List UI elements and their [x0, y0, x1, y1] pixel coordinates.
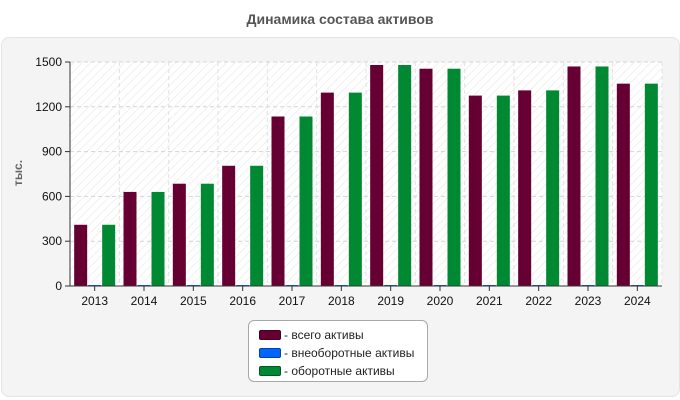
- legend-item: - внеоборотные активы: [259, 344, 427, 362]
- chart-title: Динамика состава активов: [246, 11, 434, 27]
- x-tick-label: 2019: [377, 294, 404, 308]
- legend-label: - внеоборотные активы: [284, 346, 415, 360]
- y-tick-label: 0: [55, 279, 62, 293]
- bar: [172, 183, 186, 286]
- legend-item: - всего активы: [259, 326, 427, 344]
- y-tick-label: 300: [42, 234, 62, 248]
- legend-label: - оборотные активы: [284, 364, 395, 378]
- legend-label: - всего активы: [284, 328, 364, 342]
- bar: [644, 83, 658, 286]
- bar: [102, 224, 116, 286]
- x-tick-label: 2013: [81, 294, 108, 308]
- y-axis-label: тыс.: [11, 160, 25, 186]
- legend-swatch: [259, 348, 281, 358]
- bar: [546, 90, 560, 286]
- bar: [370, 64, 384, 286]
- bar: [419, 68, 433, 286]
- bar: [348, 92, 362, 286]
- x-tick-label: 2016: [229, 294, 256, 308]
- legend-swatch: [259, 330, 281, 340]
- x-tick-label: 2017: [279, 294, 306, 308]
- y-tick-label: 600: [42, 189, 62, 203]
- y-tick-label: 1200: [35, 100, 62, 114]
- legend-item: - оборотные активы: [259, 362, 427, 380]
- bar: [518, 90, 532, 286]
- x-tick-label: 2020: [427, 294, 454, 308]
- x-tick-label: 2018: [328, 294, 355, 308]
- bar: [567, 66, 581, 286]
- x-tick-label: 2015: [180, 294, 207, 308]
- x-tick-label: 2021: [476, 294, 503, 308]
- y-tick-label: 900: [42, 145, 62, 159]
- bar: [200, 183, 214, 286]
- y-tick-label: 1500: [35, 55, 62, 69]
- bar: [468, 95, 482, 286]
- bar: [398, 64, 412, 286]
- bar: [496, 95, 510, 286]
- bar: [74, 224, 88, 286]
- bar: [616, 83, 630, 286]
- x-tick-label: 2024: [624, 294, 651, 308]
- bar: [320, 92, 334, 286]
- bar: [447, 68, 461, 286]
- bar: [123, 191, 137, 286]
- x-tick-label: 2022: [525, 294, 552, 308]
- legend-swatch: [259, 366, 281, 376]
- x-tick-label: 2014: [131, 294, 158, 308]
- bar: [250, 165, 264, 286]
- bar: [151, 191, 165, 286]
- bar: [299, 116, 313, 286]
- bar: [595, 66, 609, 286]
- chart-legend: - всего активы - внеоборотные активы - обо…: [248, 320, 428, 382]
- bar: [271, 116, 285, 286]
- x-tick-label: 2023: [575, 294, 602, 308]
- bar: [222, 165, 236, 286]
